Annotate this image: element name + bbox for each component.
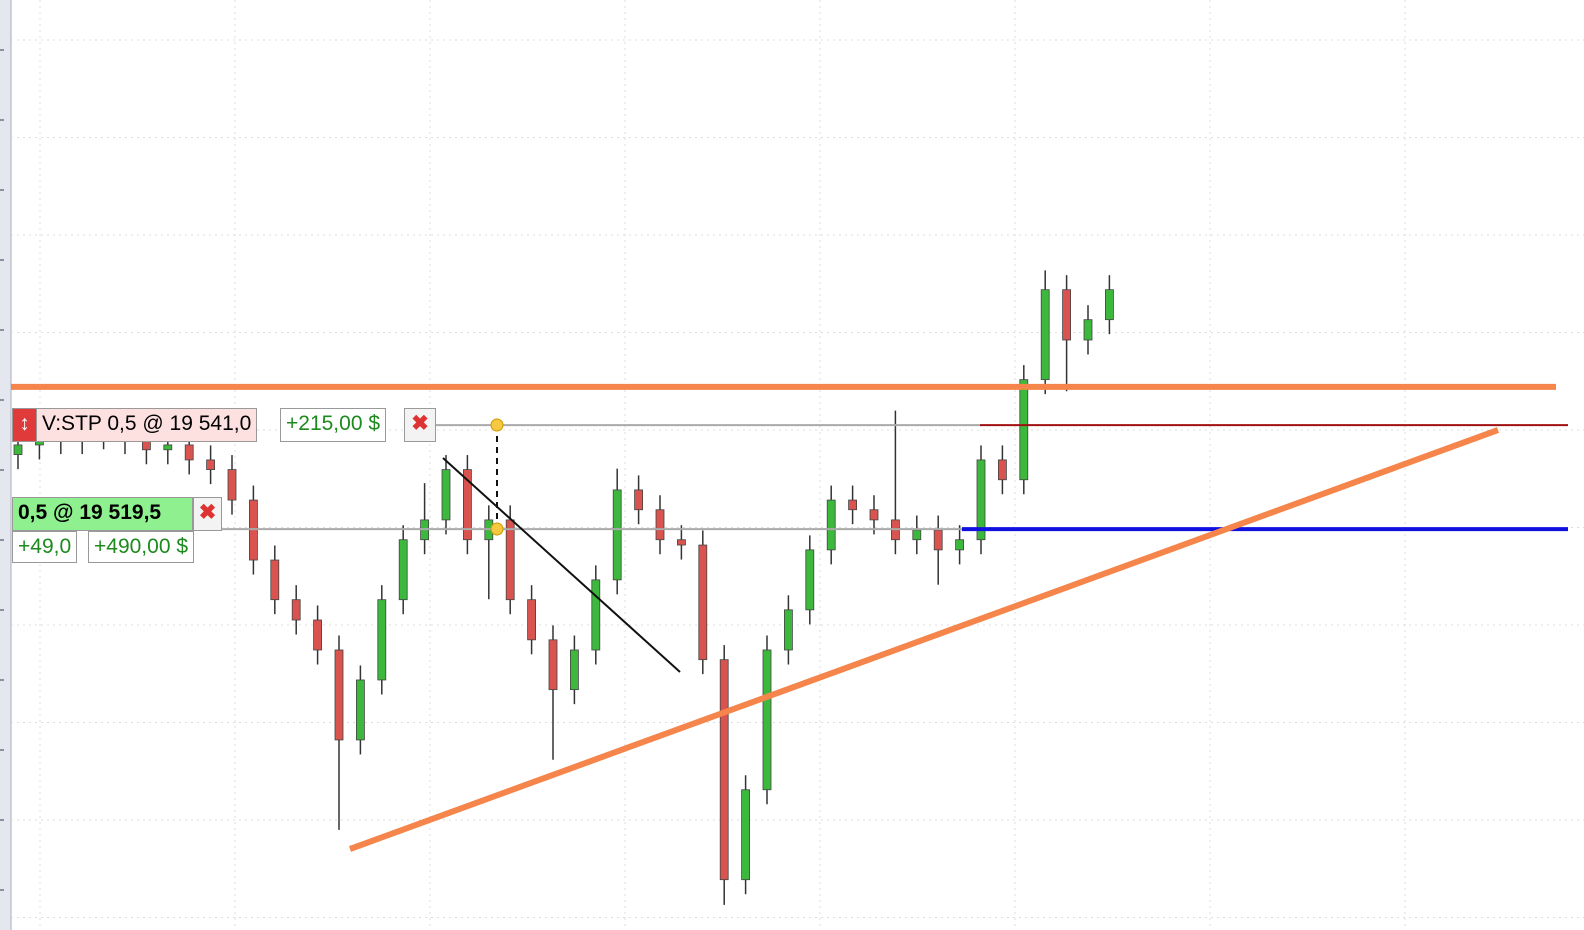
- candle-body: [334, 649, 344, 741]
- handle[interactable]: [490, 522, 504, 536]
- candle-body: [313, 619, 323, 651]
- candle-body: [933, 529, 943, 551]
- cancel-button[interactable]: ✖: [404, 408, 436, 442]
- drag-icon[interactable]: ↕: [12, 408, 37, 442]
- candle-body: [955, 539, 964, 551]
- candle-body: [270, 559, 280, 601]
- candle-body: [612, 489, 622, 581]
- candle-body: [377, 599, 387, 681]
- candle-body: [527, 599, 536, 641]
- candle-body: [655, 509, 665, 541]
- candle-body: [805, 549, 815, 611]
- candle-body: [163, 444, 173, 451]
- candle-body: [591, 579, 601, 651]
- candle-body: [998, 459, 1007, 481]
- candles: [13, 270, 1114, 905]
- candle-body: [1062, 289, 1071, 341]
- trendline[interactable]: [442, 457, 681, 673]
- candle-body: [976, 459, 986, 541]
- grid: [11, 0, 1584, 930]
- candle-body: [634, 489, 643, 511]
- candle-body: [13, 444, 23, 456]
- handle[interactable]: [490, 418, 504, 432]
- position-label[interactable]: 0,5 @ 19 519,5: [12, 497, 193, 531]
- candle-body: [719, 659, 729, 881]
- candle-body: [505, 519, 515, 601]
- candle-body: [206, 459, 216, 470]
- stop-order-pnl: +215,00 $: [280, 408, 387, 442]
- candle-body: [355, 679, 365, 741]
- candle-body: [548, 639, 558, 691]
- candle-body: [741, 789, 750, 881]
- candle-body: [869, 509, 879, 521]
- candle-body: [912, 529, 922, 541]
- candle-body: [441, 469, 451, 521]
- candle-body: [698, 544, 708, 661]
- candle-body: [570, 649, 579, 691]
- candle-body: [227, 469, 237, 501]
- candle-body: [677, 539, 686, 546]
- candle-body: [398, 539, 408, 601]
- trendline[interactable]: [348, 427, 1500, 852]
- candle-body: [762, 649, 772, 791]
- price-scale-edge: [0, 0, 11, 930]
- candle-body: [184, 444, 194, 461]
- candle-body: [462, 469, 472, 541]
- position-points: +49,0: [12, 531, 78, 563]
- candle-body: [1040, 289, 1050, 381]
- candle-body: [1105, 289, 1114, 321]
- candle-body: [848, 499, 857, 511]
- candle-body: [1083, 319, 1093, 341]
- candle-body: [784, 609, 793, 651]
- close-button[interactable]: ✖: [193, 497, 222, 531]
- candle-body: [826, 499, 836, 551]
- stop-order-label[interactable]: V:STP 0,5 @ 19 541,0: [36, 408, 258, 442]
- candle-body: [1019, 379, 1029, 481]
- position-pnl: +490,00 $: [88, 531, 195, 563]
- candle-body: [291, 599, 301, 621]
